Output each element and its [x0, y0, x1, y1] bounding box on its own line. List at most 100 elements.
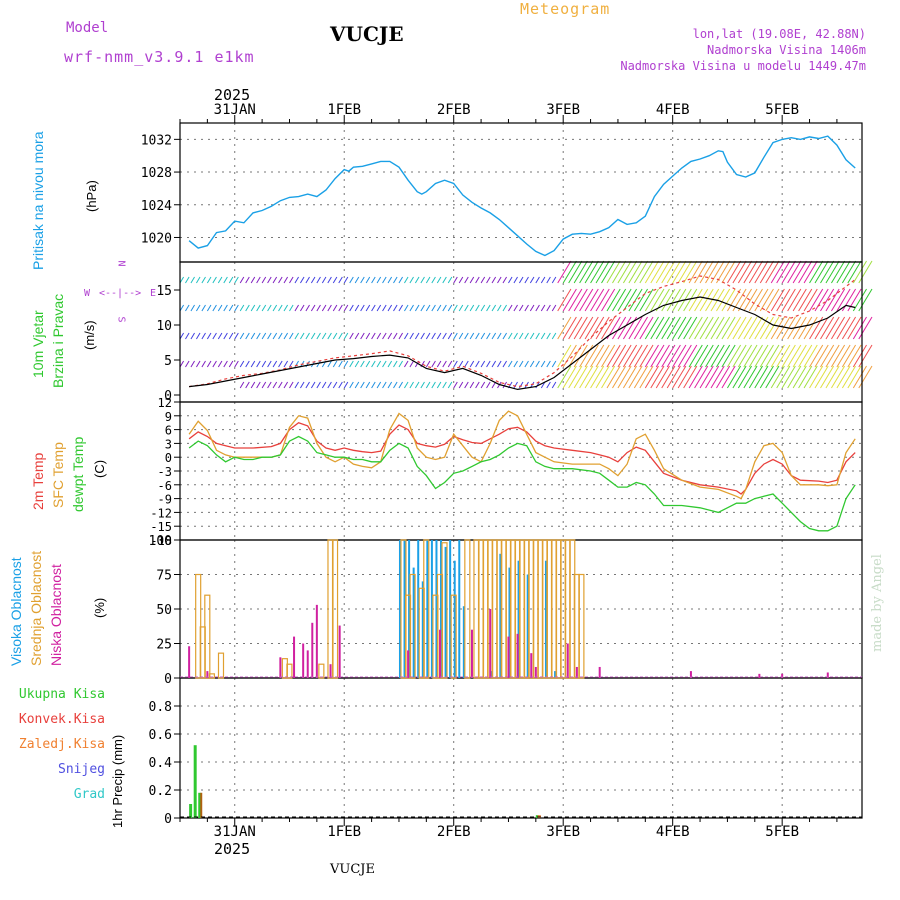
- wind-barb: [305, 332, 310, 340]
- wind-barb: [190, 304, 195, 312]
- wind-barb: [732, 260, 747, 284]
- cloud-low-bar: [329, 664, 332, 678]
- temp2m-label: 2m Temp: [30, 452, 46, 510]
- wind-barb: [229, 382, 233, 388]
- wind-barb: [666, 365, 681, 389]
- wind-barb: [294, 332, 299, 340]
- wind-barb: [661, 288, 676, 312]
- wind-barb: [513, 304, 518, 312]
- pressure-line: [188, 135, 856, 257]
- wind-barb: [672, 288, 687, 312]
- wind-barb: [639, 316, 654, 340]
- wind-barb: [694, 365, 709, 389]
- wind-barb: [343, 332, 349, 340]
- wind-barb: [595, 365, 610, 389]
- wind-barb: [831, 260, 846, 284]
- cloud-unit: (%): [92, 597, 107, 618]
- wind-barb: [677, 316, 692, 340]
- wind-barb: [694, 344, 709, 368]
- wind-barb: [256, 304, 261, 312]
- wind-barb: [502, 381, 508, 389]
- wind-barb: [803, 316, 818, 340]
- wind-barb: [217, 332, 223, 340]
- cloud-low-bar: [470, 629, 473, 678]
- cloud-low-bar: [516, 633, 519, 678]
- wind-barb: [601, 260, 616, 284]
- y-tick-label: 0: [164, 672, 172, 687]
- y-tick-label: 25: [156, 638, 172, 653]
- wind-barb: [185, 360, 190, 368]
- wind-barb: [387, 360, 393, 368]
- wind-barb: [557, 316, 572, 340]
- wind-barb: [425, 332, 431, 340]
- wind-barb: [447, 360, 453, 368]
- wind-barb: [836, 260, 851, 284]
- wind-barb: [688, 365, 703, 389]
- cloud-high-bar: [412, 567, 415, 678]
- cloud-low-bar: [306, 650, 309, 678]
- wind-barb: [628, 365, 643, 389]
- sfc-temp-line: [188, 410, 856, 500]
- wind-barb: [289, 381, 294, 389]
- wind-barb: [633, 288, 648, 312]
- wind-barb: [431, 381, 436, 389]
- wind-barb: [360, 360, 365, 368]
- wind-barb: [453, 304, 458, 312]
- wind-barb: [480, 381, 486, 389]
- wind-barb: [858, 260, 873, 284]
- x-tick-label-top: 4FEB: [656, 102, 690, 118]
- cloud-low-label: Niska Oblacnost: [48, 564, 64, 666]
- wind-barb: [201, 360, 206, 368]
- wind-barb: [705, 260, 720, 284]
- wind-barb: [223, 304, 228, 312]
- cloud-high-bar: [499, 553, 502, 678]
- wind-barb: [748, 365, 763, 389]
- wind-barb: [464, 304, 469, 312]
- total-precip-bar: [193, 745, 197, 818]
- wind-barb: [765, 260, 780, 284]
- wind-barb: [360, 276, 365, 284]
- wind-barb: [612, 344, 627, 368]
- wind-barb: [206, 332, 212, 340]
- wind-barb: [776, 260, 791, 284]
- wind-barb: [573, 316, 588, 340]
- wind-barb: [831, 288, 846, 312]
- wind-barb: [267, 276, 272, 284]
- wind-barb: [469, 381, 475, 389]
- wind-barb: [458, 360, 464, 368]
- cloud-mid-bar: [464, 539, 471, 679]
- wind-barb: [683, 288, 698, 312]
- wind-barb: [590, 288, 605, 312]
- wind-barb: [551, 332, 557, 340]
- wind-barb: [267, 360, 272, 368]
- wind-barb: [562, 344, 577, 368]
- footer-station-label: VUCJE: [330, 862, 375, 877]
- wind-barb: [256, 332, 261, 340]
- wind-barb: [518, 381, 524, 389]
- wind-barb: [765, 288, 780, 312]
- wind-barb: [809, 260, 824, 284]
- wind-barb: [212, 332, 217, 340]
- wind-barb: [398, 360, 403, 368]
- wind-barb: [316, 276, 321, 284]
- wind-barb: [245, 276, 250, 284]
- wind-barb: [425, 360, 431, 368]
- wind-barb: [310, 381, 316, 389]
- wind-barb: [453, 360, 458, 368]
- y-tick-label: 3: [165, 437, 172, 451]
- x-tick-label-bottom: 3FEB: [546, 824, 580, 840]
- wind-barb: [354, 360, 360, 368]
- wind-barb: [716, 344, 731, 368]
- wind-barb: [584, 288, 599, 312]
- lonlat-label: lon,lat (19.08E, 42.88N): [692, 27, 866, 41]
- wind-barb: [201, 276, 206, 284]
- wind-barb: [524, 360, 529, 368]
- wind-barb: [425, 381, 431, 389]
- wind-barb: [852, 288, 867, 312]
- wind-barb: [699, 316, 714, 340]
- wind-barb: [820, 365, 835, 389]
- wind-barb: [776, 365, 791, 389]
- wind-barb: [814, 365, 829, 389]
- cloud-low-bar: [407, 650, 410, 678]
- cloud-high-bar: [458, 540, 461, 678]
